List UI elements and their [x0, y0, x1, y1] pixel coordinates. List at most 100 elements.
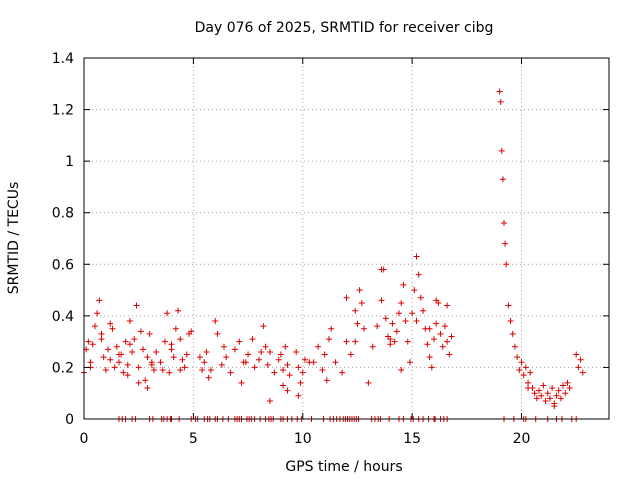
data-point: [251, 364, 258, 371]
data-point: [499, 176, 506, 183]
data-point: [238, 379, 245, 386]
data-point: [413, 253, 420, 260]
data-point: [501, 220, 507, 227]
data-point: [157, 359, 164, 366]
data-point: [100, 354, 107, 361]
data-point: [203, 348, 210, 355]
data-point: [212, 318, 219, 325]
data-point: [153, 348, 160, 355]
data-point: [433, 320, 440, 327]
data-point: [555, 387, 562, 394]
data-point: [378, 297, 385, 304]
data-point: [398, 367, 405, 374]
data-point: [433, 297, 440, 304]
data-point: [527, 369, 534, 376]
data-point: [315, 343, 322, 350]
data-point: [205, 374, 212, 381]
data-point: [544, 390, 551, 397]
data-point: [264, 361, 271, 368]
data-point: [258, 348, 265, 355]
data-point: [426, 354, 433, 361]
data-point: [282, 343, 289, 350]
data-point: [538, 392, 545, 399]
data-point: [126, 341, 133, 348]
data-point: [256, 356, 262, 363]
data-point: [439, 343, 446, 350]
data-point: [201, 359, 208, 366]
data-point: [503, 261, 510, 268]
data-point: [293, 348, 300, 355]
data-point: [221, 343, 227, 350]
data-point: [168, 346, 175, 353]
data-point: [164, 310, 171, 317]
x-tick-label: 15: [403, 431, 421, 447]
data-point: [533, 395, 540, 402]
data-point: [126, 318, 133, 325]
data-point: [542, 397, 549, 404]
data-point: [498, 147, 505, 154]
data-point: [525, 379, 532, 386]
data-point: [347, 351, 354, 358]
data-point: [525, 385, 532, 392]
data-point: [249, 336, 256, 343]
data-point: [428, 364, 435, 371]
y-tick-label: 0.8: [52, 206, 74, 222]
data-point: [129, 348, 136, 355]
data-point: [262, 343, 269, 350]
y-tick-label: 0.2: [52, 360, 74, 376]
data-point: [577, 356, 584, 363]
data-point: [280, 382, 287, 389]
data-point: [431, 336, 437, 343]
data-point: [94, 310, 101, 317]
data-point: [409, 310, 416, 317]
data-point: [124, 372, 131, 379]
data-point: [266, 348, 273, 355]
y-tick-label: 1.4: [52, 51, 74, 67]
data-point: [116, 351, 122, 358]
data-point: [96, 297, 103, 304]
y-tick-label: 1.2: [52, 103, 74, 119]
data-point: [175, 307, 182, 314]
data-point: [516, 367, 523, 374]
data-point: [444, 338, 451, 345]
axes: [83, 57, 610, 420]
plot-frame: [83, 57, 610, 420]
data-point: [277, 351, 284, 358]
data-point: [299, 369, 306, 376]
x-axis-label: GPS time / hours: [285, 459, 402, 475]
data-point: [365, 379, 372, 386]
data-point: [343, 338, 350, 345]
data-point: [497, 98, 504, 105]
data-point: [441, 323, 448, 330]
data-point: [551, 403, 558, 410]
data-point: [391, 338, 398, 345]
data-point: [295, 364, 302, 371]
data-point: [236, 338, 243, 345]
data-point: [109, 325, 116, 332]
data-point: [404, 338, 411, 345]
data-point: [400, 281, 407, 288]
data-point: [159, 367, 166, 374]
data-point: [511, 343, 518, 350]
x-tick-label: 20: [513, 431, 531, 447]
y-axis-label: SRMTID / TECUs: [6, 182, 22, 295]
data-point: [415, 271, 422, 278]
data-point: [502, 240, 509, 247]
data-point: [382, 315, 389, 322]
data-point: [168, 341, 175, 348]
data-point: [402, 318, 409, 325]
data-point: [172, 325, 179, 332]
data-point: [295, 392, 302, 399]
data-point: [301, 356, 308, 363]
data-point: [369, 343, 376, 350]
data-points: [81, 88, 586, 422]
data-point: [358, 299, 365, 306]
data-point: [420, 307, 427, 314]
data-point: [326, 336, 332, 343]
data-point: [135, 364, 142, 371]
data-point: [177, 367, 184, 374]
data-point: [560, 382, 567, 389]
data-point: [354, 320, 361, 327]
data-point: [546, 395, 553, 402]
data-point: [102, 367, 109, 374]
